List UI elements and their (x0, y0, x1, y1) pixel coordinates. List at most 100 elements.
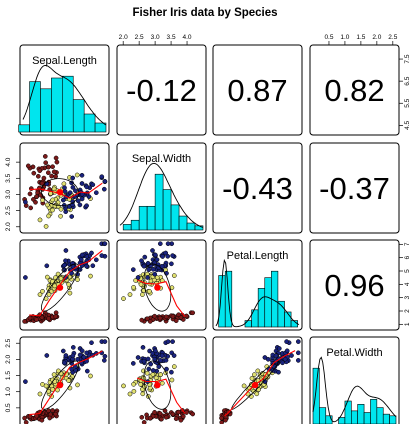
panel-frame (309, 336, 400, 424)
panel-frame (19, 239, 110, 331)
data-point (280, 360, 285, 366)
y-tick-label: 3.5 (5, 173, 12, 182)
data-point (99, 174, 105, 180)
data-point (219, 415, 224, 421)
data-point (75, 277, 80, 282)
data-point (67, 196, 72, 202)
center-dot (154, 381, 161, 389)
data-point (35, 173, 41, 179)
data-point (90, 263, 96, 269)
correlation-ellipse (40, 263, 79, 312)
histogram-bar (138, 205, 148, 231)
data-point (44, 274, 50, 280)
data-point (79, 181, 85, 186)
data-point (102, 178, 108, 184)
data-point (159, 353, 165, 359)
data-point (58, 206, 64, 212)
histogram-bar (363, 412, 371, 424)
data-point (55, 271, 61, 277)
panel-frame (19, 44, 110, 136)
data-point (58, 213, 63, 219)
data-point (50, 207, 55, 213)
correlation-value: 0.82 (324, 73, 384, 108)
y-tick-label: 3.0 (5, 190, 12, 199)
scatter-panel (22, 154, 108, 229)
data-point (141, 420, 147, 424)
panel-frame (309, 239, 400, 331)
data-point (144, 316, 150, 322)
panel-frame (212, 44, 303, 136)
x-tick-label: 3.0 (151, 34, 160, 41)
data-point (127, 292, 133, 297)
data-point (140, 292, 145, 297)
x-tick-label: 2.0 (119, 34, 128, 41)
data-point (154, 275, 160, 280)
histogram-bar (29, 81, 41, 133)
data-point (165, 241, 171, 247)
panel-frame (212, 336, 303, 424)
data-point (157, 241, 163, 247)
y-tick-label: 1.0 (5, 387, 12, 396)
y-tick-label: 4.5 (404, 120, 411, 129)
center-dot (56, 284, 64, 291)
data-point (251, 388, 257, 394)
data-point (69, 214, 75, 219)
data-point (131, 381, 136, 387)
histogram-bar (122, 224, 132, 231)
y-tick-label: 5 (404, 269, 411, 273)
data-point (146, 366, 152, 372)
data-point (56, 368, 61, 374)
data-point (141, 263, 147, 269)
data-point (262, 379, 268, 384)
data-point (255, 368, 261, 374)
x-tick-label: 1.0 (340, 34, 349, 41)
data-point (153, 252, 158, 258)
data-point (93, 190, 99, 196)
data-point (79, 172, 85, 178)
data-point (121, 383, 126, 389)
scatter-panel (22, 241, 108, 324)
data-point (70, 345, 76, 350)
data-point (53, 155, 59, 161)
data-point (93, 257, 99, 263)
variable-label: Petal.Width (326, 347, 382, 359)
data-point (41, 175, 47, 181)
data-point (121, 296, 126, 301)
histogram-bar (162, 189, 172, 231)
data-point (23, 275, 28, 280)
data-point (63, 258, 68, 264)
histogram-bar (257, 288, 266, 328)
data-point (77, 352, 83, 358)
variable-label: Sepal.Width (132, 153, 191, 165)
data-point (131, 284, 136, 290)
data-point (145, 356, 151, 362)
data-point (190, 310, 196, 316)
y-tick-label: 4.0 (5, 157, 12, 166)
y-tick-label: 2.0 (5, 354, 12, 363)
data-point (61, 262, 67, 268)
data-point (60, 348, 66, 354)
correlation-ellipse (143, 263, 172, 312)
data-point (145, 260, 151, 266)
density-line (312, 356, 397, 423)
histogram-bar (370, 399, 378, 424)
data-point (138, 282, 144, 287)
panel-frame (116, 336, 207, 424)
data-point (23, 420, 29, 424)
smooth-fit-line (224, 350, 296, 417)
histogram-bar (40, 88, 52, 133)
density-line (22, 64, 107, 126)
data-point (22, 415, 27, 421)
data-point (139, 317, 145, 323)
histogram-bar (170, 204, 180, 231)
data-point (102, 339, 108, 344)
data-point (147, 348, 152, 354)
data-point (44, 353, 50, 358)
data-point (127, 391, 133, 397)
panel-frame (116, 142, 207, 234)
scatter-panel (22, 339, 108, 424)
histogram-bar (194, 225, 204, 231)
data-point (84, 184, 90, 190)
histogram-bar (72, 99, 85, 133)
